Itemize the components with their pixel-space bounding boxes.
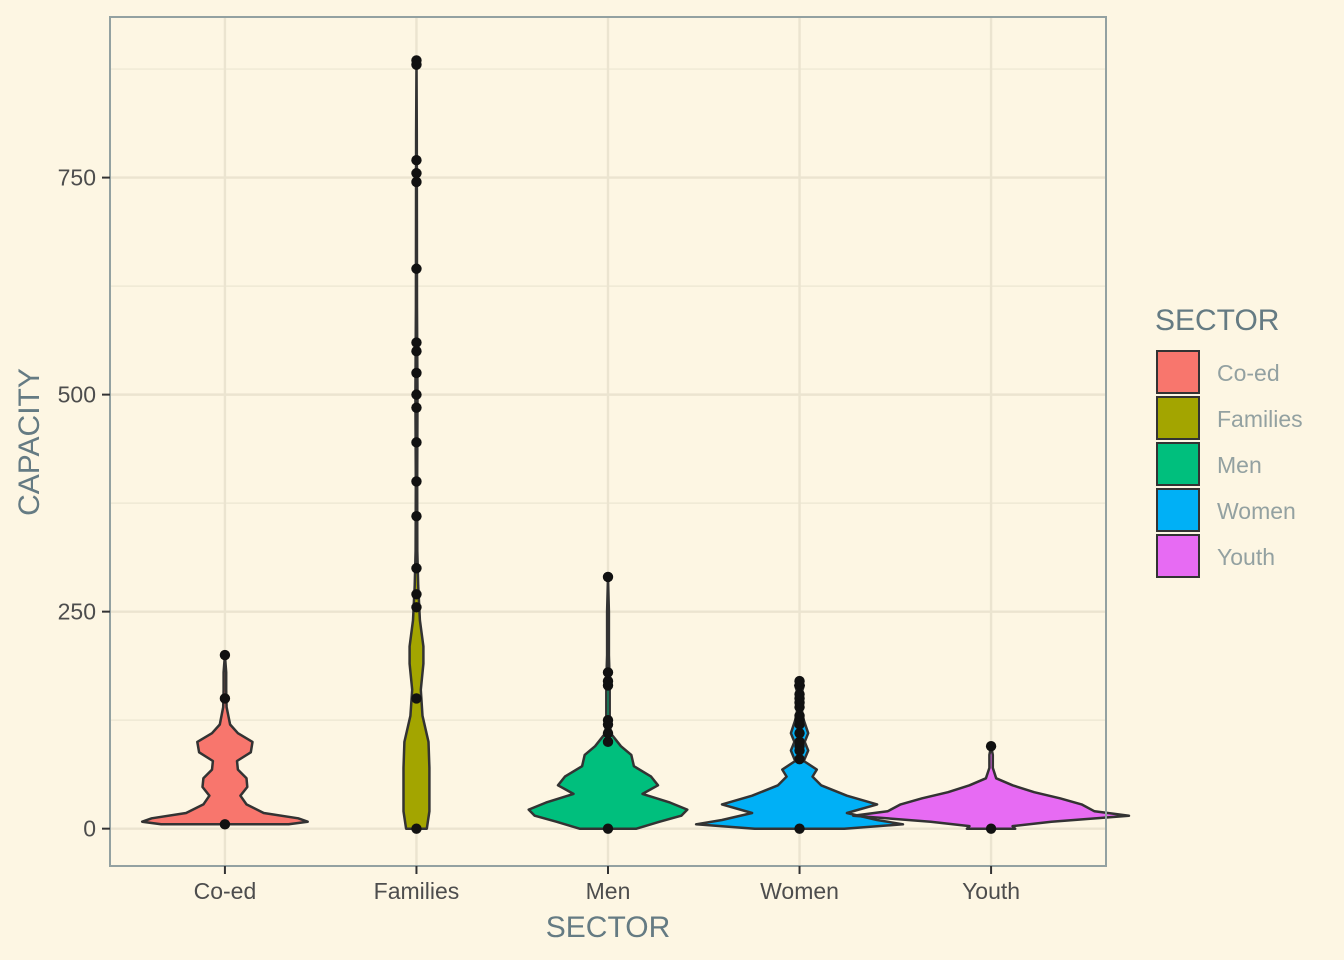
data-point [985,741,997,752]
legend-swatch-families [1156,396,1200,440]
data-point [411,55,422,66]
data-point [602,714,614,726]
data-point [794,710,805,722]
data-point [602,667,614,678]
data-point [794,754,805,765]
data-point [411,563,422,574]
data-point [411,263,422,274]
data-point [411,693,422,704]
data-point [794,823,805,834]
legend-label-families: Families [1217,406,1303,432]
data-point [794,736,805,748]
data-point [219,819,231,830]
y-tick-label: 250 [58,599,96,625]
data-point [411,346,422,357]
data-point [411,823,422,834]
legend-swatch-youth [1156,534,1200,578]
legend-swatch-men [1156,442,1200,486]
legend-swatch-co-ed [1156,350,1200,394]
data-point [411,402,422,413]
data-point [411,476,422,487]
x-axis-title: SECTOR [546,911,670,944]
x-tick-label: Women [760,878,839,904]
legend-label-men: Men [1217,452,1262,478]
axes-layer: 0 250 500 750 Co-ed Families Men Women Youth [58,165,1020,904]
data-point [985,823,997,834]
data-point [411,510,422,522]
legend-title: SECTOR [1155,304,1279,337]
data-point [794,675,805,687]
data-point [602,736,614,748]
y-tick-label: 500 [58,382,96,408]
violin-men [527,575,689,830]
legend-label-women: Women [1217,498,1296,524]
data-point [411,168,422,179]
legend-label-co-ed: Co-ed [1217,360,1280,386]
data-point [794,688,805,700]
data-point [219,649,231,661]
violin-layer [140,55,1131,834]
y-tick-label: 0 [83,816,96,842]
data-point [602,727,614,739]
legend-label-youth: Youth [1217,544,1275,570]
data-point [219,693,231,704]
x-tick-label: Men [586,878,631,904]
data-point [411,337,422,348]
data-point [411,367,422,379]
violin-co-ed [140,653,309,826]
data-point [411,176,422,188]
data-point [602,571,614,583]
data-point [411,602,422,613]
x-tick-label: Youth [962,878,1020,904]
data-point [411,437,422,448]
data-point [411,155,422,166]
y-axis-title: CAPACITY [13,368,46,516]
legend-swatch-women [1156,488,1200,532]
data-point [602,675,614,687]
data-point [602,823,614,834]
legend: SECTOR Co-ed Families Men Women Youth [1155,304,1303,578]
data-point [794,727,805,739]
data-point [411,389,422,400]
data-point [411,589,422,600]
x-tick-label: Families [374,878,460,904]
y-tick-label: 750 [58,165,96,191]
x-tick-label: Co-ed [194,878,257,904]
